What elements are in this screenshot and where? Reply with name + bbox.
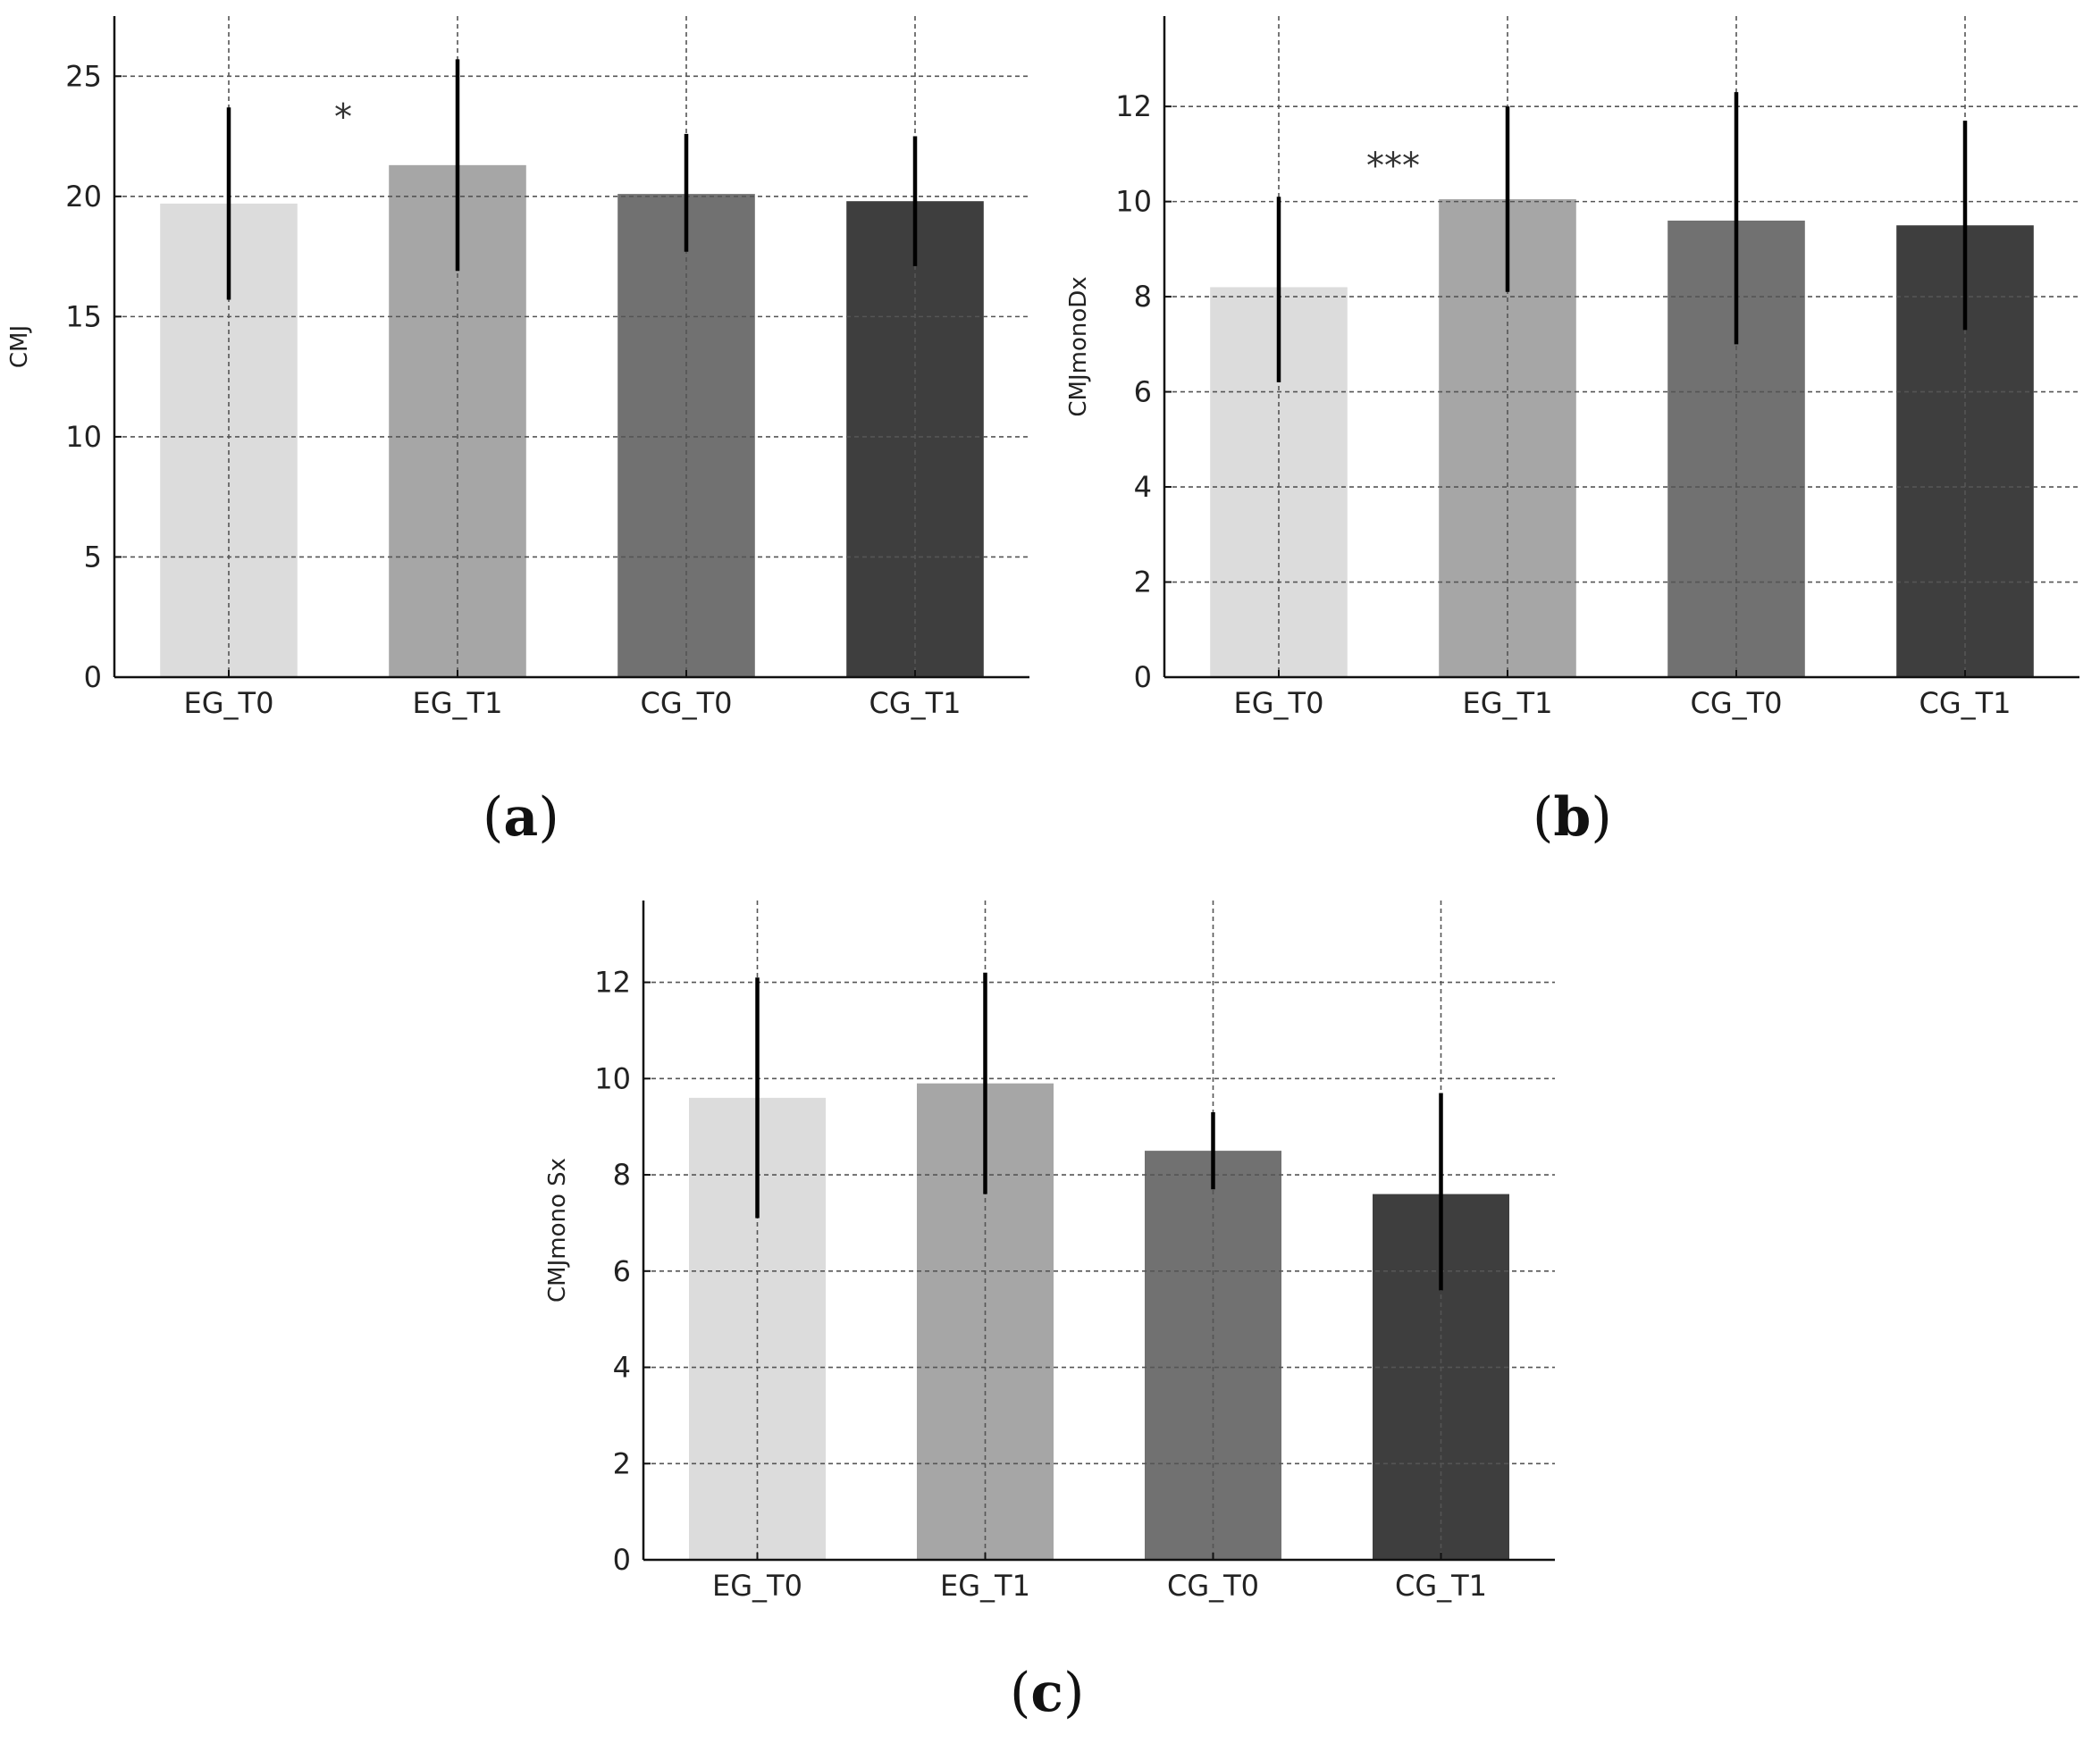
x-tick-label: EG_T1 bbox=[1463, 686, 1553, 720]
y-tick-label: 0 bbox=[1134, 660, 1152, 694]
significance-marker: *** bbox=[1366, 146, 1420, 187]
y-tick-label: 0 bbox=[84, 660, 102, 694]
x-tick-label: EG_T0 bbox=[712, 1569, 802, 1603]
y-tick-label: 4 bbox=[613, 1351, 631, 1385]
y-tick-label: 0 bbox=[613, 1543, 631, 1577]
y-tick-label: 10 bbox=[65, 420, 102, 454]
panel-letter-b: b bbox=[1553, 786, 1592, 849]
panel-label-a: (a) bbox=[483, 786, 559, 849]
y-tick-label: 12 bbox=[594, 966, 631, 1000]
chart-panel-b: 0 2 4 6 8 10 12 EG_T0 EG_T1 CG_T0 CG_T1 CMJmonoDx **… bbox=[1065, 16, 2079, 720]
y-tick-label: 6 bbox=[613, 1254, 631, 1288]
y-axis-label: CMJmono Sx bbox=[544, 1158, 571, 1303]
x-tick-label: CG_T1 bbox=[1919, 686, 2011, 720]
x-tick-label: CG_T0 bbox=[640, 686, 732, 720]
chart-panel-a: 0 5 10 15 20 25 EG_T0 EG_T1 CG_T0 CG_T1 CMJ * bbox=[6, 16, 1029, 720]
y-tick-label: 10 bbox=[1115, 185, 1152, 219]
x-tick-label: EG_T0 bbox=[1234, 686, 1324, 720]
x-tick-label: CG_T0 bbox=[1167, 1569, 1259, 1603]
y-tick-label: 4 bbox=[1134, 470, 1152, 504]
panel-label-b: (b) bbox=[1533, 786, 1612, 849]
y-tick-label: 12 bbox=[1115, 89, 1152, 123]
x-tick-label: EG_T1 bbox=[413, 686, 503, 720]
y-axis-label: CMJ bbox=[6, 325, 33, 368]
x-tick-label: EG_T1 bbox=[940, 1569, 1030, 1603]
panel-letter-a: a bbox=[503, 786, 539, 849]
panel-letter-c: c bbox=[1030, 1662, 1063, 1724]
chart-panel-c: 0 2 4 6 8 10 12 EG_T0 EG_T1 CG_T0 CG_T1 CMJmono Sx bbox=[544, 901, 1555, 1603]
significance-marker: * bbox=[334, 96, 352, 138]
y-tick-label: 20 bbox=[65, 180, 102, 214]
x-tick-label: CG_T1 bbox=[869, 686, 961, 720]
y-tick-label: 10 bbox=[594, 1061, 631, 1095]
y-axis-label: CMJmonoDx bbox=[1065, 276, 1092, 416]
y-tick-label: 25 bbox=[65, 59, 102, 93]
y-tick-label: 15 bbox=[65, 299, 102, 333]
y-tick-label: 8 bbox=[1134, 280, 1152, 314]
panel-label-c: (c) bbox=[1010, 1662, 1085, 1724]
y-tick-label: 6 bbox=[1134, 375, 1152, 409]
y-tick-label: 2 bbox=[1134, 566, 1152, 599]
x-tick-label: CG_T1 bbox=[1395, 1569, 1487, 1603]
y-tick-label: 5 bbox=[84, 540, 102, 574]
x-tick-label: CG_T0 bbox=[1690, 686, 1782, 720]
x-tick-label: EG_T0 bbox=[184, 686, 274, 720]
y-tick-label: 2 bbox=[613, 1446, 631, 1480]
y-tick-label: 8 bbox=[613, 1158, 631, 1192]
